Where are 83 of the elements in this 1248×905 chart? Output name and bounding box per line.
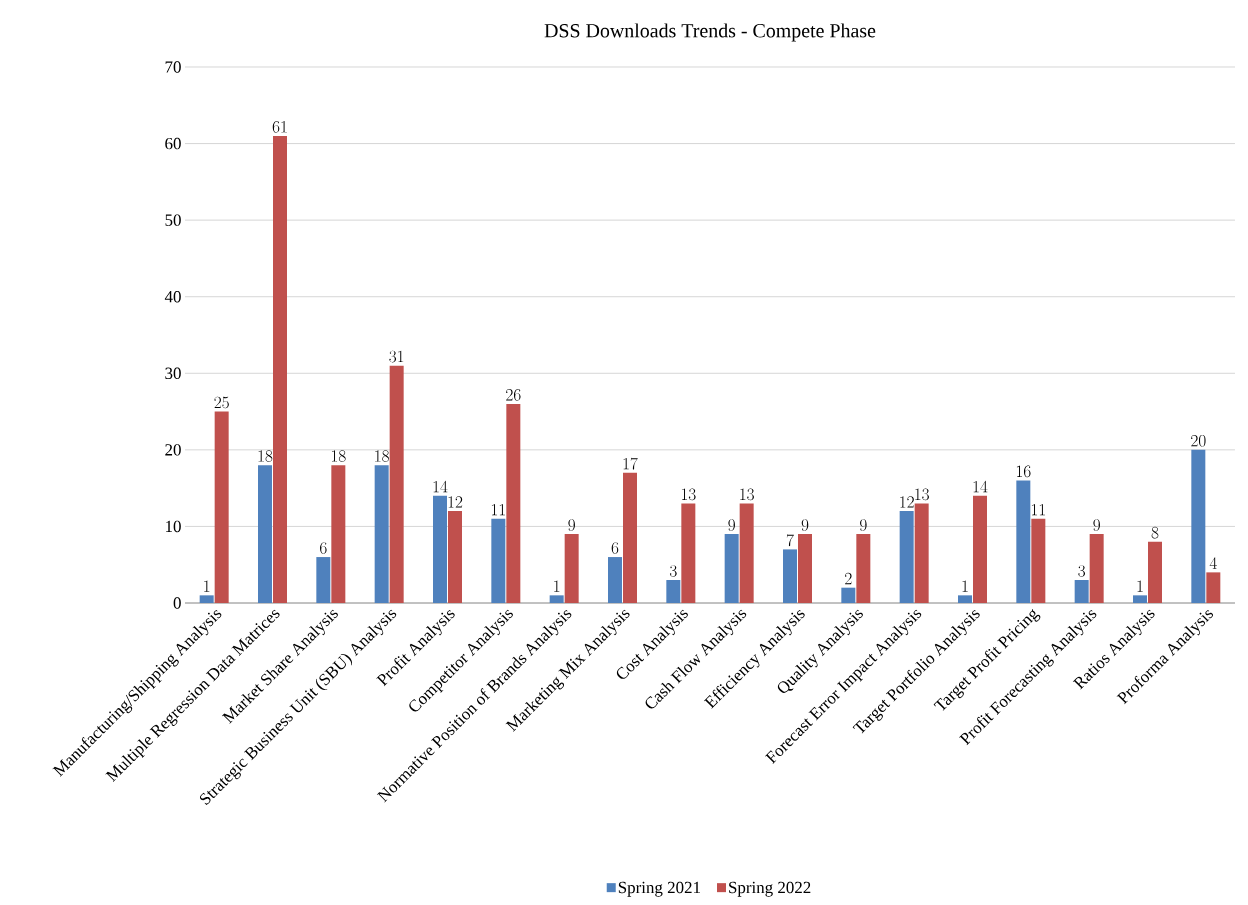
y-tick-label: 0 [173,597,181,609]
y-tick-label: 50 [165,214,181,226]
bar [899,511,914,603]
data-label: 18 [331,450,346,462]
data-label: 1 [554,580,560,592]
data-label: 25 [214,396,229,409]
data-label: 12 [900,496,914,508]
data-label: 3 [1078,565,1086,577]
bar [608,557,622,603]
chart-title: DSS Downloads Trends - Compete Phase [544,23,876,42]
y-tick-label: 70 [165,61,181,73]
bar [958,595,972,603]
data-label: 3 [669,565,677,577]
y-tick-label: 30 [165,367,181,379]
data-label: 61 [272,121,287,133]
bar [331,465,346,603]
bar [973,495,987,603]
bar [724,534,739,603]
bar [433,495,447,603]
bar [798,534,812,603]
data-label: 1 [962,580,968,592]
data-label: 6 [611,542,619,554]
bar [841,587,856,603]
data-label: 9 [728,519,735,531]
bar [1148,541,1162,603]
data-label: 9 [860,519,867,531]
bar [448,511,462,603]
bar [564,534,579,603]
data-label: 9 [801,519,809,531]
bar [1133,595,1147,603]
bar [549,595,564,603]
bar [623,472,637,603]
bar [389,365,404,603]
y-tick-label: 10 [166,520,181,533]
data-label: 20 [1191,434,1206,447]
bar [914,503,929,603]
bar [681,503,696,603]
data-label: 13 [915,488,929,501]
data-label: 14 [433,480,448,493]
bar [199,595,214,603]
data-label: 1 [204,580,210,592]
data-label: 8 [1151,526,1159,539]
data-label: 17 [623,457,638,470]
y-tick-label: 20 [165,444,181,456]
data-label: 18 [258,450,273,462]
data-label: 6 [320,542,327,554]
data-label: 16 [1016,465,1031,478]
bar [739,503,754,603]
bar [1206,572,1221,603]
bar [783,549,797,603]
data-label: 14 [973,480,988,493]
y-tick-label: 40 [164,290,181,303]
bar [491,518,506,603]
bar [1016,480,1031,603]
data-label: 9 [568,519,575,531]
bar [214,411,229,603]
bar [1191,449,1206,603]
data-label: 4 [1209,557,1217,569]
bar [273,135,287,603]
data-label: 12 [448,496,463,508]
bar [1089,534,1104,603]
bar [316,557,331,603]
data-label: 13 [740,488,754,501]
data-label: 1 [1137,580,1143,592]
bar [856,534,871,603]
data-label: 13 [681,488,696,501]
data-label: 9 [1093,519,1100,531]
bar [374,465,389,603]
data-label: 11 [491,503,505,516]
legend-label: Spring 2022 [729,881,811,897]
data-label: 31 [389,350,404,363]
data-label: 18 [375,450,389,462]
data-label: 11 [1031,503,1045,516]
data-label: 2 [845,572,852,585]
legend-label: Spring 2021 [618,881,700,897]
bar [506,403,521,603]
data-label: 26 [506,389,521,401]
bar [1074,580,1089,603]
data-label: 7 [786,534,794,547]
bar [1031,518,1046,603]
y-tick-label: 60 [165,137,181,150]
bar [258,465,272,603]
bar [666,580,681,603]
